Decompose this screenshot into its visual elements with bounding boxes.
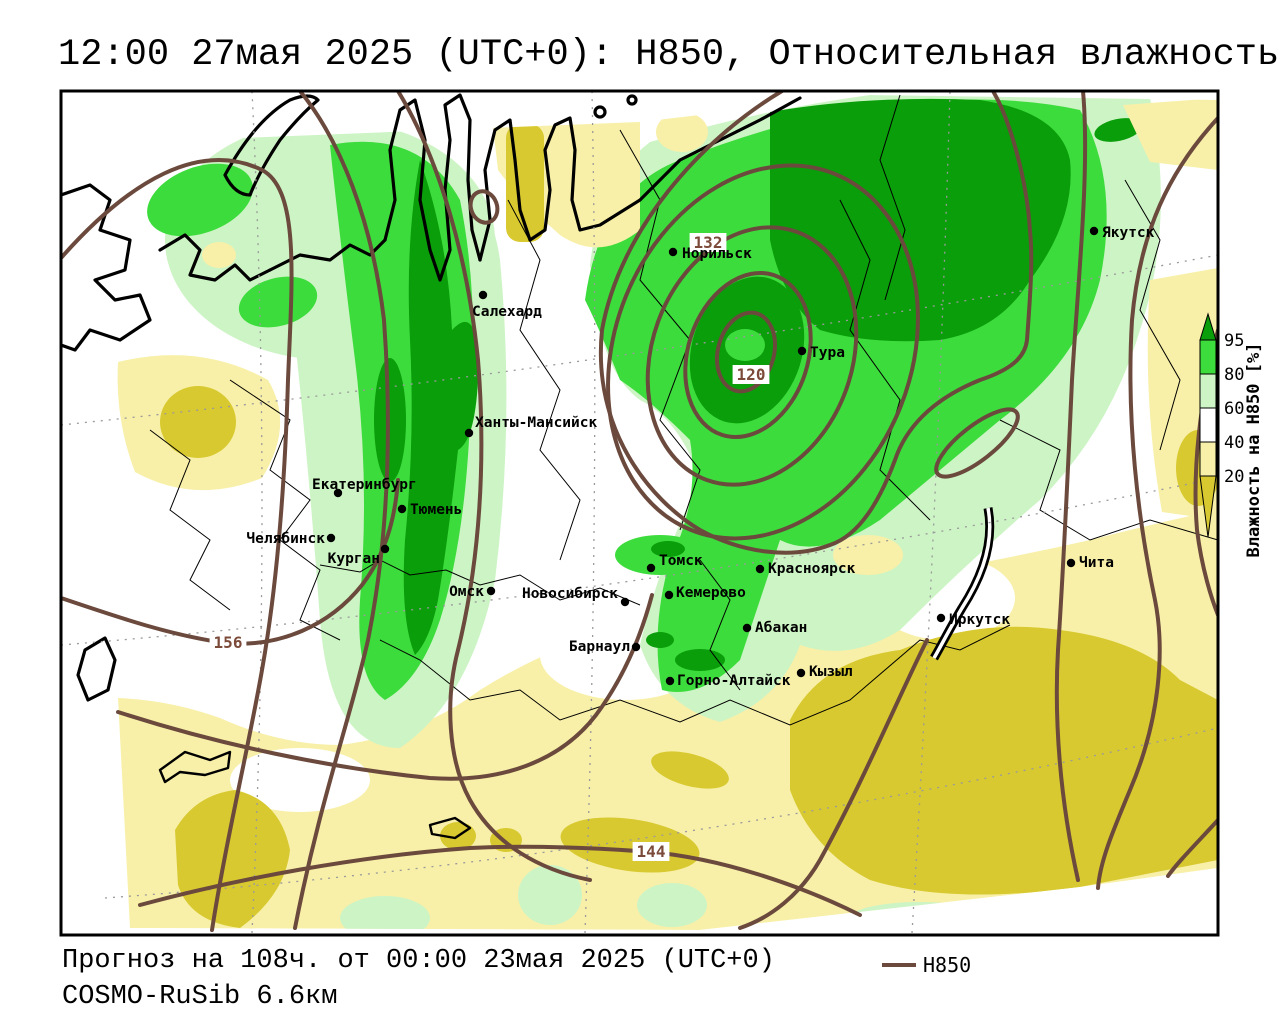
city-label: Екатеринбург [312,477,417,493]
city-dot [1066,558,1076,568]
colorbar-segment [1199,407,1217,443]
colorbar-tick: 40 [1224,433,1244,453]
city-dot [631,642,641,652]
city-dot [486,586,496,596]
colorbar-tick: 80 [1224,365,1244,385]
city-dot [620,597,630,607]
city-label: Челябинск [246,531,325,547]
humidity-colorbar: 95 80 60 40 20 Влажность на H850 [%] [1199,312,1264,558]
colorbar-segment [1199,339,1217,375]
contour-label-box [732,365,770,384]
city-label: Кызыл [809,664,853,680]
city-dot [664,590,674,600]
city-label: Салехард [472,304,542,320]
city-dot [380,544,390,554]
city-dot [755,564,765,574]
city-label: Красноярск [768,561,856,577]
city-label: Норильск [682,246,752,262]
city-label: Иркутск [949,612,1010,628]
coastlines [61,93,802,840]
city-markers: Норильск Салехард Якутск Тура Ханты-Мансийск… [246,225,1154,689]
city-label: Якутск [1102,225,1155,241]
city-dot [646,563,656,573]
city-dot [478,290,488,300]
contour-legend: H850 [882,953,971,977]
city-label: Тура [810,345,845,361]
colorbar-segment [1199,441,1217,477]
humidity-field [117,95,1218,930]
city-dot [326,533,336,543]
contour-label-box [689,233,727,252]
h850-legend-label: H850 [923,953,972,977]
colorbar-tick: 20 [1224,467,1244,487]
city-label: Горно-Алтайск [677,673,791,689]
city-label: Омск [449,584,484,600]
city-label: Курган [328,551,380,567]
city-dot [665,676,675,686]
city-dot [742,623,752,633]
contour-label: 156 [214,633,243,652]
city-label: Ханты-Мансийск [475,415,597,431]
city-dot [936,613,946,623]
contour-labels: 120 132 156 144 [209,233,770,861]
colorbar-tick: 60 [1224,399,1244,419]
city-dot [797,346,807,356]
contour-label: 144 [637,842,666,861]
colorbar-title: Влажность на H850 [%] [1244,343,1264,558]
city-dot [796,668,806,678]
city-dot [464,428,474,438]
h850-line-sample [882,963,916,967]
colorbar-tick: 95 [1224,331,1244,351]
city-dot [668,247,678,257]
city-label: Кемерово [676,585,746,601]
lake-baikal [930,507,995,661]
city-label: Абакан [755,620,807,636]
contour-label-box [209,633,247,652]
contour-label: 132 [694,233,723,252]
map-frame [59,89,1220,937]
city-label: Чита [1079,555,1114,571]
colorbar-segment [1199,373,1217,409]
city-dot [333,488,343,498]
city-label: Томск [659,553,703,569]
forecast-info: Прогноз на 108ч. от 00:00 23мая 2025 (UT… [62,946,775,976]
city-label: Тюмень [410,502,462,518]
contour-label-box [632,842,670,861]
city-dot [1089,226,1099,236]
contour-label: 120 [737,365,766,384]
model-info: COSMO-RuSib 6.6км [62,982,338,1012]
h850-contours [61,91,1218,932]
colorbar-arrow-bottom [1199,475,1217,538]
page-title: 12:00 27мая 2025 (UTC+0): H850, Относите… [58,34,1280,76]
city-label: Новосибирск [522,586,618,602]
city-dot [397,504,407,514]
city-label: Барнаул [569,639,630,655]
